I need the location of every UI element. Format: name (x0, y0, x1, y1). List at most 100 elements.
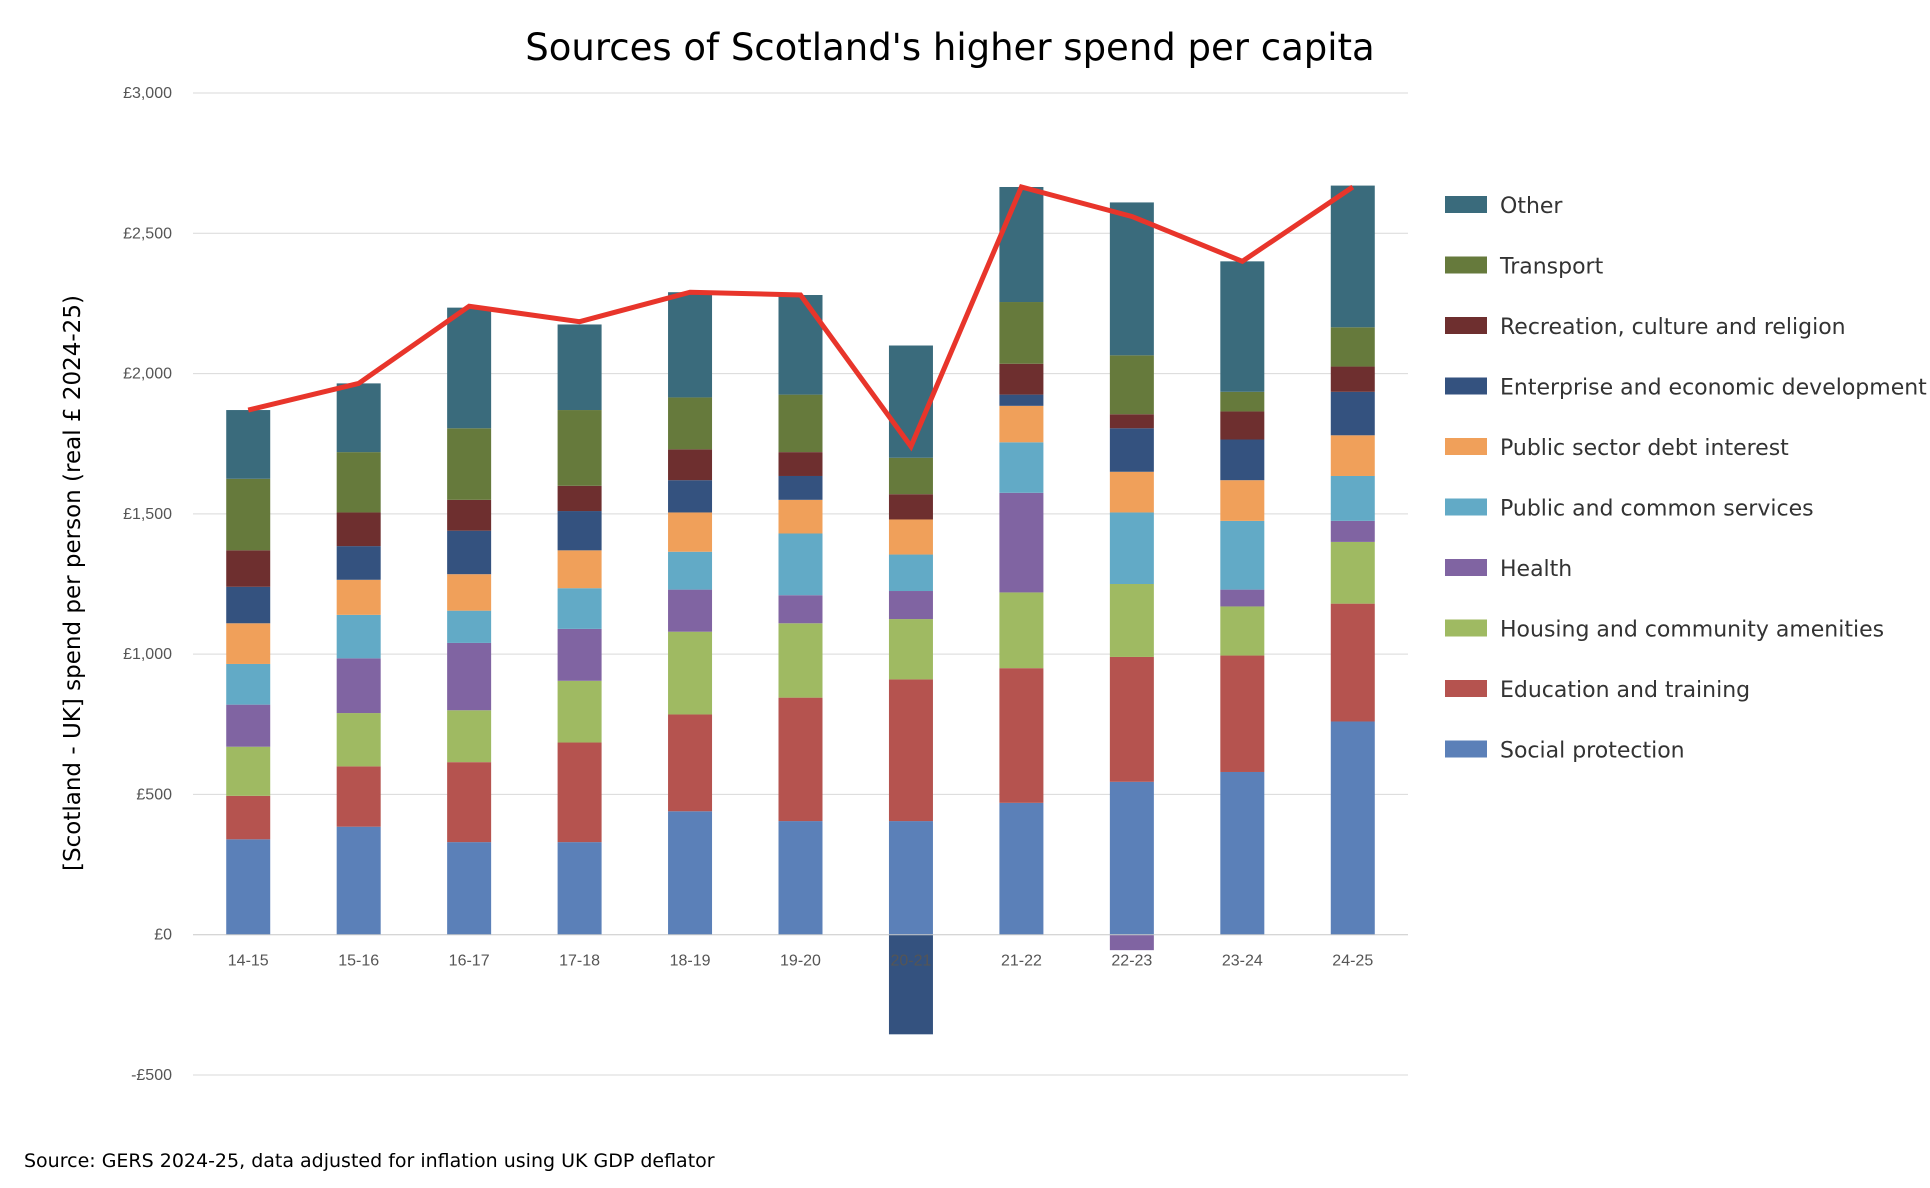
bar-segment (999, 394, 1044, 406)
y-tick-label: £2,000 (123, 366, 172, 383)
bar-segment (999, 668, 1044, 803)
bar-segment (226, 410, 271, 479)
total-line (247, 184, 1355, 452)
bar-segment (336, 546, 381, 580)
y-axis-label: [Scotland - UK] spend per person (real £… (60, 295, 86, 871)
bar-segment (1109, 355, 1154, 415)
bar-segment (1220, 606, 1265, 656)
bar-segment (557, 742, 602, 843)
bar-segment (888, 619, 933, 680)
bar-segment (226, 746, 271, 796)
legend-swatch (1445, 317, 1487, 334)
bar-segment (999, 802, 1044, 935)
bar-segment (226, 663, 271, 705)
legend-swatch (1445, 498, 1487, 516)
legend-swatch (1445, 740, 1487, 758)
x-tick-label: 21-22 (1001, 953, 1042, 970)
bar-segment (1109, 781, 1154, 935)
bar-segment (1330, 185, 1375, 328)
bar-segment (226, 478, 271, 551)
bar-segment (1220, 439, 1265, 481)
bar-segment (999, 363, 1044, 395)
bar-segment (668, 811, 713, 935)
bar-segment (999, 592, 1044, 669)
bar-segment (668, 449, 713, 481)
x-tick-label: 19-20 (780, 953, 821, 970)
bar-segment (447, 530, 492, 575)
bar-segment (1330, 327, 1375, 367)
bar-segment (888, 519, 933, 555)
legend-swatch (1445, 196, 1487, 213)
x-tick-label: 20-21 (890, 953, 931, 970)
bar-segment (447, 762, 492, 843)
legend-label: Public and common services (1500, 497, 1814, 522)
bar-segment (999, 492, 1044, 593)
bar-segment (778, 499, 823, 534)
bar-segment (336, 826, 381, 935)
x-tick-label: 16-17 (449, 953, 490, 970)
bar-segment (557, 680, 602, 743)
bar-segment (778, 533, 823, 596)
bar-segment (336, 766, 381, 827)
stacked-bars (226, 185, 1375, 1035)
bar-segment (447, 610, 492, 643)
bar-segment (1109, 428, 1154, 472)
bar-segment (1109, 471, 1154, 513)
bar-segment (1109, 512, 1154, 584)
bar-segment (447, 428, 492, 500)
bar-segment (668, 551, 713, 590)
bar-segment (557, 588, 602, 629)
bar-segment (888, 554, 933, 592)
bar-segment (1330, 541, 1375, 604)
bar-segment (778, 623, 823, 698)
bar-segment (336, 614, 381, 659)
bar-segment (1220, 655, 1265, 772)
source-note: Source: GERS 2024-25, data adjusted for … (24, 1150, 715, 1172)
x-tick-label: 15-16 (338, 953, 379, 970)
bar-segment (557, 628, 602, 681)
bar-segment (778, 595, 823, 624)
bar-segment (447, 574, 492, 611)
legend-label: Recreation, culture and religion (1500, 315, 1846, 340)
legend-label: Enterprise and economic development (1500, 376, 1927, 401)
bar-segment (226, 795, 271, 840)
bar-segment (668, 512, 713, 552)
bar-segment (557, 410, 602, 486)
legend-swatch (1445, 680, 1487, 697)
bar-segment (778, 295, 823, 395)
y-axis-ticks: -£500 £0 £500 £1,000 £1,500 £2,000 £2,500 £3,00… (123, 85, 172, 1084)
y-tick-label: £1,000 (123, 646, 172, 663)
bar-segment (447, 642, 492, 711)
bar-segment (668, 397, 713, 450)
y-tick-label: £1,500 (123, 506, 172, 523)
bar-segment (999, 186, 1044, 303)
y-tick-label: £3,000 (123, 85, 172, 102)
bar-segment (557, 324, 602, 411)
bar-segment (557, 550, 602, 589)
bar-segment (1220, 520, 1265, 590)
bar-segment (1220, 589, 1265, 607)
bar-segment (999, 442, 1044, 493)
bar-segment (1220, 391, 1265, 412)
bar-segment (447, 499, 492, 531)
bar-segment (1220, 771, 1265, 935)
bar-segment (226, 586, 271, 624)
bar-segment (778, 697, 823, 822)
bar-segment (888, 821, 933, 935)
y-tick-label: £0 (154, 927, 172, 944)
bar-segment (668, 480, 713, 513)
bar-segment (557, 842, 602, 935)
bar-segment (1109, 656, 1154, 782)
legend: Other Transport Recreation, culture and re… (1445, 194, 1927, 764)
bar-segment (336, 658, 381, 714)
bar-segment (336, 713, 381, 767)
x-tick-label: 17-18 (559, 953, 600, 970)
legend-label: Social protection (1500, 739, 1685, 764)
bar-segment (226, 839, 271, 935)
y-tick-label: £2,500 (123, 225, 172, 242)
x-tick-label: 24-25 (1332, 953, 1373, 970)
bar-segment (336, 383, 381, 453)
bar-segment (226, 550, 271, 587)
bar-segment (888, 679, 933, 822)
legend-swatch (1445, 377, 1487, 395)
